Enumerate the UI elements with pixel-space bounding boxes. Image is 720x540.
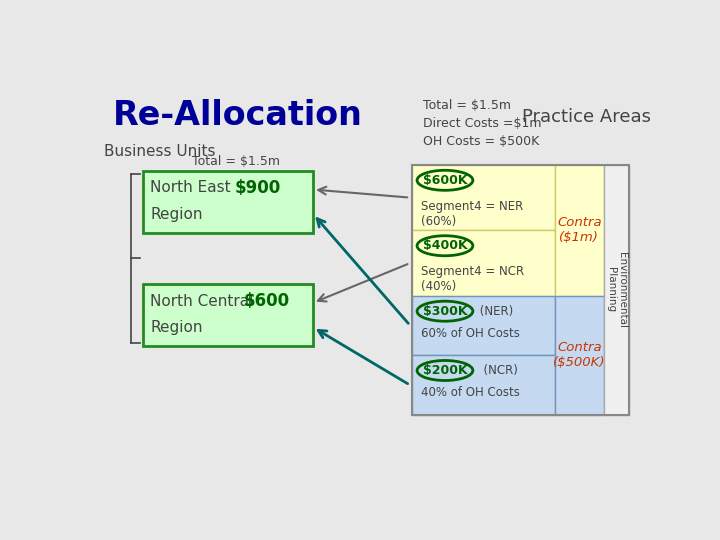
Text: Contra
($500K): Contra ($500K) xyxy=(553,341,606,369)
Bar xyxy=(555,296,604,415)
Text: $300K: $300K xyxy=(423,305,467,318)
Text: 40% of OH Costs: 40% of OH Costs xyxy=(421,386,520,399)
Bar xyxy=(412,355,555,415)
Text: (NCR): (NCR) xyxy=(476,364,518,377)
Text: 60% of OH Costs: 60% of OH Costs xyxy=(421,327,520,340)
Text: $900: $900 xyxy=(234,179,280,197)
Bar xyxy=(143,284,313,346)
Text: Segment4 = NCR
(40%): Segment4 = NCR (40%) xyxy=(421,265,524,293)
Text: Business Units: Business Units xyxy=(104,144,215,159)
Text: OH Costs = $500K: OH Costs = $500K xyxy=(423,135,539,148)
Text: $600: $600 xyxy=(243,292,289,310)
Bar xyxy=(412,165,555,231)
Bar xyxy=(143,171,313,233)
Ellipse shape xyxy=(417,301,473,321)
Bar xyxy=(412,231,555,296)
Ellipse shape xyxy=(417,236,473,256)
Text: $600K: $600K xyxy=(423,174,467,187)
Text: (NER): (NER) xyxy=(476,305,513,318)
Text: $400K: $400K xyxy=(423,239,467,252)
Text: Contra
($1m): Contra ($1m) xyxy=(557,217,602,244)
Ellipse shape xyxy=(417,361,473,381)
Text: $200K: $200K xyxy=(423,364,467,377)
Text: Re-Allocation: Re-Allocation xyxy=(113,99,363,132)
Text: North East: North East xyxy=(150,180,236,195)
Ellipse shape xyxy=(417,170,473,190)
Text: Direct Costs =$1m: Direct Costs =$1m xyxy=(423,117,541,130)
Bar xyxy=(412,296,555,355)
Bar xyxy=(604,165,629,415)
Text: Region: Region xyxy=(150,320,203,335)
Bar xyxy=(412,165,629,415)
Text: North Central: North Central xyxy=(150,294,258,309)
Text: Total = $1.5m: Total = $1.5m xyxy=(192,154,279,167)
Text: Practice Areas: Practice Areas xyxy=(521,108,650,126)
Bar xyxy=(555,165,604,296)
Text: Segment4 = NER
(60%): Segment4 = NER (60%) xyxy=(421,200,523,227)
Text: Total = $1.5m: Total = $1.5m xyxy=(423,99,511,112)
Text: Environmental
Planning: Environmental Planning xyxy=(606,252,627,328)
Text: Region: Region xyxy=(150,207,203,222)
